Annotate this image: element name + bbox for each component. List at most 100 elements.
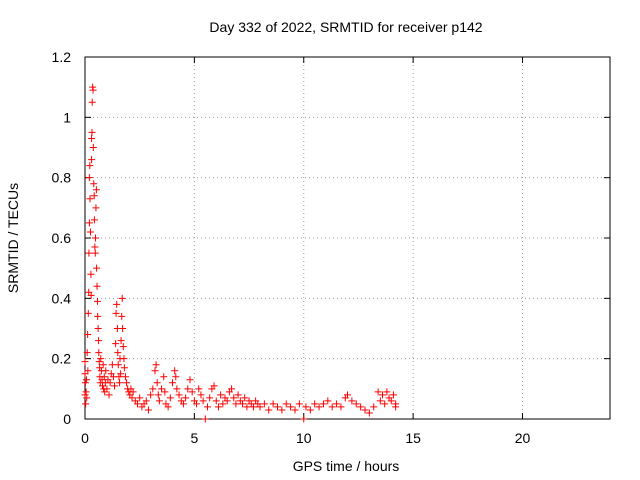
data-point xyxy=(87,270,95,278)
data-point xyxy=(81,391,89,399)
data-point xyxy=(91,243,99,251)
data-point xyxy=(324,397,332,405)
data-point xyxy=(103,385,111,393)
data-point xyxy=(193,400,201,408)
data-point xyxy=(212,397,220,405)
data-point xyxy=(392,403,400,411)
data-point xyxy=(129,388,137,396)
data-point xyxy=(344,391,351,399)
data-point xyxy=(142,397,150,405)
data-point xyxy=(144,406,152,414)
data-point xyxy=(365,409,373,417)
data-point xyxy=(173,385,181,393)
data-point xyxy=(328,403,336,411)
data-point xyxy=(149,385,157,393)
data-point xyxy=(223,397,231,405)
data-point xyxy=(333,400,341,408)
data-point xyxy=(93,282,101,290)
y-tick-label: 0.8 xyxy=(52,170,72,186)
data-point xyxy=(287,403,295,411)
data-point xyxy=(82,400,90,408)
data-point xyxy=(278,406,286,414)
data-point xyxy=(169,379,176,387)
data-point xyxy=(300,415,308,423)
data-point xyxy=(81,379,89,387)
data-point xyxy=(99,382,106,390)
data-point xyxy=(256,403,264,411)
data-point xyxy=(241,394,249,402)
data-point xyxy=(158,385,166,393)
data-point xyxy=(376,397,384,405)
x-axis-label: GPS time / hours xyxy=(293,458,400,474)
data-point xyxy=(112,309,120,317)
data-point xyxy=(119,343,127,351)
data-point xyxy=(204,403,211,411)
data-point xyxy=(154,391,162,399)
data-point xyxy=(186,376,194,384)
data-point xyxy=(94,312,102,320)
data-point xyxy=(108,361,116,369)
data-point xyxy=(269,400,277,408)
data-point xyxy=(195,385,203,393)
data-point xyxy=(387,397,395,405)
data-point xyxy=(115,373,123,381)
data-point xyxy=(147,391,155,399)
data-point xyxy=(151,367,159,375)
data-point xyxy=(152,361,160,369)
data-point xyxy=(94,325,102,332)
data-point xyxy=(88,156,96,164)
x-tick-label: 5 xyxy=(190,430,198,446)
y-tick-label: 0.6 xyxy=(52,230,72,246)
data-point xyxy=(95,349,103,357)
data-point xyxy=(102,367,110,375)
data-point xyxy=(337,403,345,411)
data-point xyxy=(188,388,196,396)
data-point xyxy=(96,364,104,372)
data-point xyxy=(86,162,94,170)
data-point xyxy=(84,367,92,375)
data-point xyxy=(160,373,168,381)
data-point xyxy=(311,400,319,408)
data-point xyxy=(315,403,323,411)
data-point xyxy=(112,340,120,348)
data-point xyxy=(83,394,91,402)
data-point xyxy=(166,394,174,402)
data-point xyxy=(210,382,218,390)
data-point xyxy=(114,349,122,357)
data-point xyxy=(164,403,172,411)
y-axis-label: SRMTID / TECUs xyxy=(5,183,21,293)
data-point xyxy=(153,379,161,387)
data-point xyxy=(97,355,105,363)
data-point xyxy=(179,400,187,408)
data-point xyxy=(120,355,128,363)
data-point xyxy=(88,134,96,142)
data-point xyxy=(123,379,131,387)
data-point xyxy=(389,391,397,399)
data-point xyxy=(99,361,107,369)
y-tick-label: 1 xyxy=(63,109,71,125)
data-point xyxy=(161,388,169,396)
chart-title: Day 332 of 2022, SRMTID for receiver p14… xyxy=(209,19,482,35)
data-point xyxy=(206,394,214,402)
data-point xyxy=(93,264,101,272)
data-point xyxy=(370,403,378,411)
data-point xyxy=(88,128,96,136)
data-point xyxy=(128,394,136,402)
data-point xyxy=(348,397,356,405)
data-point xyxy=(260,400,268,408)
data-point xyxy=(182,394,190,402)
data-point xyxy=(155,397,163,405)
data-point xyxy=(85,249,93,257)
data-point xyxy=(92,186,100,194)
data-point xyxy=(121,373,129,381)
data-point xyxy=(84,331,92,339)
data-point xyxy=(85,219,93,227)
data-point xyxy=(95,337,103,345)
data-point xyxy=(117,370,125,378)
data-point xyxy=(89,86,97,94)
data-point xyxy=(120,364,128,372)
data-point xyxy=(83,376,91,384)
data-point xyxy=(357,403,365,411)
